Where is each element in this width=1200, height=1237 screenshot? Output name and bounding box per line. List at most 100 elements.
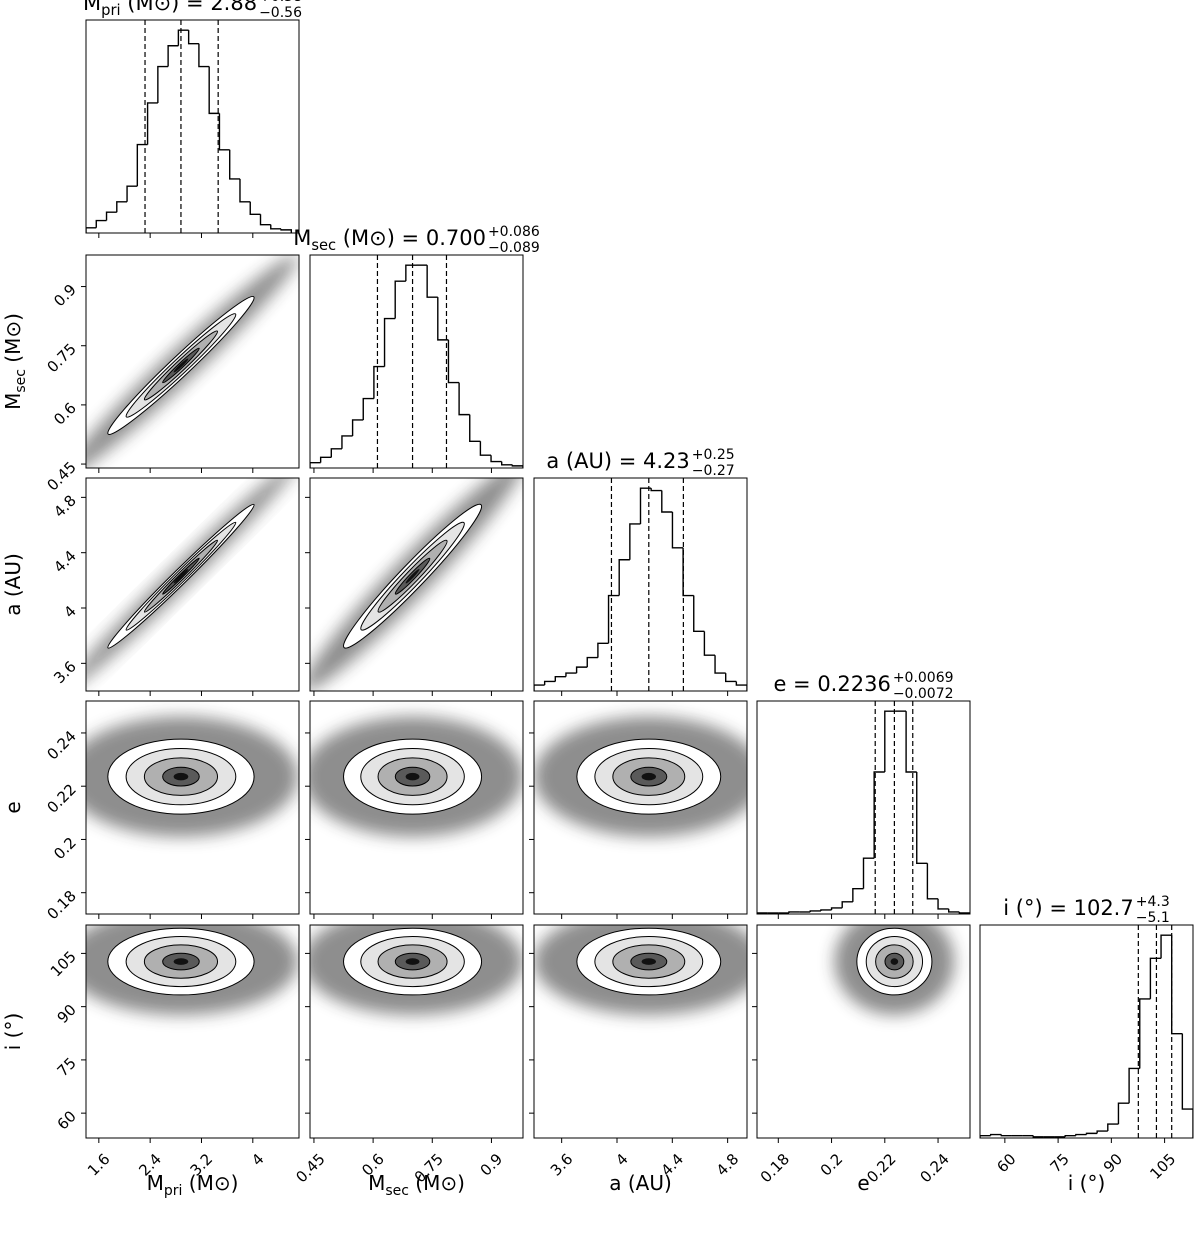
density-contour (641, 958, 656, 965)
panel-content (86, 925, 298, 1015)
histogram-bin (1128, 1067, 1140, 1104)
density-contour (173, 958, 189, 965)
histogram-bin (884, 710, 896, 772)
histogram-bin (629, 523, 641, 560)
panel-content (86, 478, 298, 691)
histogram-bin (682, 547, 694, 597)
histogram-bin (490, 455, 502, 463)
histogram-bin (310, 461, 321, 468)
panel-title: Mpri (M⊙) = 2.88 (83, 0, 257, 19)
histogram-bin (177, 29, 189, 46)
histogram-bin (735, 681, 747, 691)
histogram-bin (618, 559, 630, 596)
histogram-bin (270, 224, 282, 230)
panel (305, 477, 524, 696)
histogram-bin (469, 414, 481, 443)
panel-frame (979, 924, 1194, 1139)
y-tick-label: 75 (54, 1054, 80, 1080)
histogram-bin (319, 456, 332, 463)
histogram-bin (554, 675, 566, 682)
histogram-bin (607, 594, 620, 644)
label-rest: (AU) (1, 553, 25, 603)
label-main: M (83, 0, 101, 15)
label-text: e (857, 1171, 869, 1195)
panel-content (86, 255, 298, 468)
y-tick-label: 3.6 (50, 657, 80, 687)
y-tick-label: 0.45 (43, 458, 79, 494)
y-tick-label: 0.2 (50, 834, 80, 864)
histogram-bin (208, 66, 220, 115)
histogram-bin (543, 680, 556, 686)
label-main: e (773, 672, 786, 696)
histogram-bin (394, 280, 406, 319)
histogram-bin (1139, 998, 1151, 1069)
histogram-bin (714, 655, 726, 674)
panel-content (86, 716, 298, 837)
histogram-bin (565, 672, 577, 677)
label-main: i (1, 1045, 25, 1051)
histogram-bin (249, 201, 261, 215)
y-tick-label: 0.6 (50, 399, 80, 429)
histogram-bin (167, 45, 179, 67)
x-tick-label: 4.8 (713, 1150, 743, 1180)
label-text: a (AU) (1, 553, 25, 616)
label-rest: (M⊙) (409, 1171, 465, 1195)
panel-title: a (AU) = 4.23 (546, 449, 689, 473)
label-sub: pri (164, 1183, 183, 1199)
histogram-bin (383, 317, 396, 367)
x-tick-label: 0.2 (817, 1150, 847, 1180)
panel: 0.18 0.2 0.22 0.24 (43, 700, 300, 923)
panel-frame (309, 477, 524, 692)
panel-content (310, 925, 523, 1015)
panel-frame (309, 924, 524, 1139)
panel: 3.6 4 4.4 4.8 (50, 477, 300, 696)
histogram-bin (809, 910, 821, 912)
histogram-bin (980, 1134, 991, 1138)
panel: 0.45 0.6 0.75 0.9 (43, 254, 300, 495)
density-contour (405, 568, 420, 584)
histogram-bin (862, 857, 875, 889)
histogram-bin (126, 185, 138, 202)
histogram-bin (1085, 1132, 1098, 1135)
density-contour (890, 958, 899, 965)
panel-content (534, 478, 747, 691)
panel-frame (309, 700, 524, 915)
histogram-bin (259, 214, 271, 226)
histogram-bin (788, 911, 800, 913)
label-rest: (°) (1, 1013, 25, 1045)
label-main: a (1, 604, 25, 616)
y-tick-label: 0.18 (43, 887, 79, 923)
panel (305, 700, 524, 919)
panel-content (310, 716, 523, 837)
label-rest: (M⊙) = 0.700 (336, 226, 486, 250)
label-rest: = 0.2236 (786, 672, 890, 696)
y-tick-label: 4.4 (50, 547, 80, 577)
label-rest: (M⊙) (182, 1171, 238, 1195)
histogram-bin (841, 901, 853, 908)
histogram-bin (937, 898, 949, 910)
histogram-bin (916, 772, 928, 864)
histogram-bin (501, 461, 513, 466)
label-sub: sec (311, 237, 336, 254)
histogram-bin (198, 43, 210, 68)
panel-frame (309, 254, 524, 469)
histogram-bin (1107, 1123, 1119, 1132)
histogram-bin (597, 642, 609, 658)
panel-title: i (°) = 102.7 (1003, 896, 1133, 920)
panel-content (757, 701, 970, 914)
panel-title: e = 0.2236 (773, 672, 890, 696)
panel-content (310, 478, 523, 691)
label-rest: (AU) (621, 1171, 671, 1195)
x-tick-label: 105 (1146, 1150, 1179, 1183)
histogram-bin (157, 65, 169, 103)
panel-content (534, 925, 747, 1015)
label-text: Msec (M⊙) (1, 313, 29, 410)
histogram-bin (757, 912, 768, 914)
histogram-bin (661, 490, 673, 513)
histogram-bin (437, 297, 449, 341)
label-text: Msec (M⊙) (368, 1171, 465, 1199)
x-tick-label: 0.45 (292, 1150, 328, 1186)
panel-frame (85, 477, 300, 692)
